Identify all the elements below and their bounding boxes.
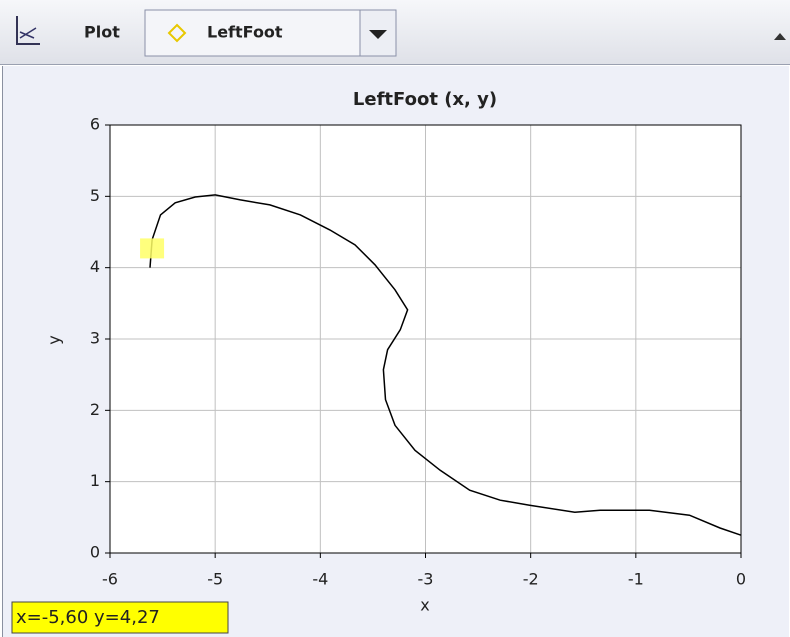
diamond-icon bbox=[167, 23, 187, 43]
plot-label: Plot bbox=[84, 23, 120, 42]
y-tick-label: 0 bbox=[90, 543, 100, 562]
x-tick-label: -4 bbox=[312, 570, 328, 589]
collapse-arrow[interactable] bbox=[774, 33, 786, 40]
data-line bbox=[149, 194, 742, 536]
x-tick-label: 0 bbox=[736, 570, 746, 589]
y-tick-label: 3 bbox=[90, 329, 100, 348]
y-tick-label: 1 bbox=[90, 471, 100, 490]
x-tick-label: -5 bbox=[207, 570, 223, 589]
dropdown-arrow bbox=[369, 30, 387, 39]
y-tick-label: 2 bbox=[90, 400, 100, 419]
x-axis-label: x bbox=[420, 596, 429, 615]
plot-icon[interactable] bbox=[16, 16, 40, 45]
y-tick-label: 4 bbox=[90, 257, 100, 276]
x-tick-label: -1 bbox=[628, 570, 644, 589]
x-tick-label: -2 bbox=[523, 570, 539, 589]
cursor-readout: x=-5,60 y=4,27 bbox=[16, 607, 160, 628]
chart-title: LeftFoot (x, y) bbox=[353, 89, 497, 110]
y-tick-label: 6 bbox=[90, 115, 100, 134]
status-box bbox=[11, 601, 229, 634]
x-tick-label: -6 bbox=[102, 570, 118, 589]
plot-frame bbox=[109, 124, 742, 554]
y-tick-label: 5 bbox=[90, 186, 100, 205]
y-axis-label: y bbox=[45, 335, 64, 344]
x-tick-label: -3 bbox=[418, 570, 434, 589]
combo-text: LeftFoot bbox=[207, 23, 283, 42]
cursor-marker bbox=[140, 238, 165, 259]
